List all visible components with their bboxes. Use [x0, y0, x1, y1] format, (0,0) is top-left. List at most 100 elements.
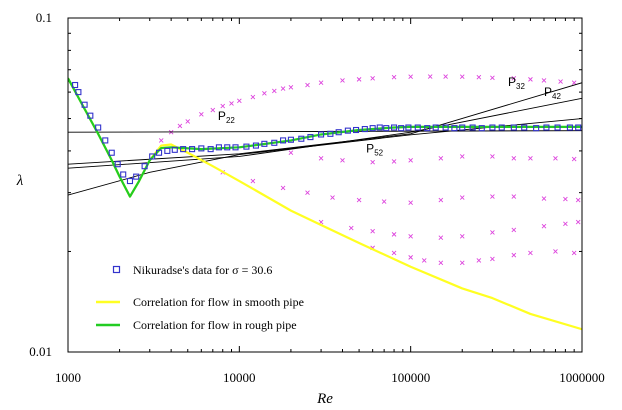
data-point-cross — [280, 185, 286, 191]
data-point-nikuradse — [224, 144, 231, 151]
data-point-nikuradse — [353, 126, 360, 134]
data-point-cross — [391, 159, 397, 164]
data-point-nikuradse — [369, 125, 376, 132]
data-point-nikuradse — [287, 136, 294, 143]
annotation-p32: P32 — [508, 75, 525, 91]
x-tick-label-10000: 10000 — [223, 370, 256, 385]
data-point-cross — [438, 156, 444, 161]
data-point-nikuradse — [335, 129, 342, 136]
data-point-nikuradse — [391, 124, 398, 131]
annotation-p22: P22 — [218, 109, 235, 125]
data-point-nikuradse — [478, 125, 485, 132]
data-point-cross — [528, 250, 533, 256]
data-point-cross — [370, 159, 375, 165]
data-point-cross — [490, 256, 495, 262]
data-point-nikuradse — [498, 124, 505, 131]
data-point-cross — [438, 260, 444, 266]
data-point-nikuradse — [327, 130, 334, 137]
data-point-cross — [541, 196, 547, 201]
y-tick-label-0.01: 0.01 — [29, 344, 52, 359]
data-point-cross — [305, 82, 310, 88]
data-point-nikuradse — [344, 127, 351, 134]
data-point-cross — [490, 154, 495, 159]
data-point-nikuradse — [543, 124, 550, 131]
data-point-nikuradse — [215, 144, 222, 151]
data-point-nikuradse — [566, 124, 573, 131]
data-point-cross — [490, 75, 495, 81]
data-point-cross — [408, 157, 413, 163]
data-point-nikuradse — [149, 153, 156, 160]
data-point-cross — [408, 255, 413, 260]
data-point-nikuradse — [414, 124, 421, 131]
data-point-cross — [199, 111, 204, 117]
data-point-nikuradse — [261, 140, 268, 147]
data-point-cross — [262, 90, 267, 96]
data-point-nikuradse — [120, 171, 127, 178]
data-point-cross — [391, 250, 397, 256]
data-point-nikuradse — [252, 142, 259, 149]
data-point-cross — [305, 190, 310, 195]
data-point-cross — [177, 123, 183, 129]
data-point-nikuradse — [280, 137, 287, 144]
data-point-nikuradse — [271, 139, 278, 146]
data-point-nikuradse — [126, 177, 134, 185]
data-point-nikuradse — [133, 173, 140, 180]
data-point-cross — [318, 80, 324, 86]
legend: Nikuradse's data for σ = 30.6 Correlatio… — [96, 263, 304, 332]
data-point-cross — [459, 74, 465, 80]
data-point-cross — [541, 78, 547, 83]
legend-label-rough: Correlation for flow in rough pipe — [133, 318, 297, 332]
data-point-cross — [541, 223, 547, 229]
data-point-cross — [408, 200, 413, 205]
data-point-nikuradse — [72, 81, 79, 89]
data-point-cross — [237, 98, 242, 104]
data-point-nikuradse — [432, 124, 439, 131]
data-point-cross — [459, 195, 465, 200]
data-point-cross — [288, 85, 294, 90]
data-point-cross — [571, 156, 577, 162]
data-point-nikuradse — [102, 137, 109, 144]
annotation-p52: P52 — [366, 142, 383, 158]
annotation-main: P — [508, 75, 516, 89]
data-point-nikuradse — [207, 146, 214, 153]
data-point-cross — [476, 74, 482, 80]
series-layer — [68, 74, 582, 331]
data-point-nikuradse — [298, 135, 305, 142]
data-point-cross — [370, 228, 375, 234]
data-point-cross — [381, 199, 387, 204]
data-point-cross — [330, 195, 335, 200]
data-point-cross — [391, 232, 397, 237]
data-point-cross — [280, 86, 286, 91]
data-point-nikuradse — [383, 125, 390, 132]
data-point-cross — [490, 230, 495, 235]
data-point-cross — [571, 80, 577, 86]
data-point-cross — [490, 194, 495, 199]
data-point-cross — [370, 75, 375, 81]
data-point-nikuradse — [510, 124, 517, 131]
data-point-cross — [250, 178, 256, 184]
data-point-cross — [558, 79, 563, 84]
x-axis-title: Re — [316, 391, 333, 407]
data-point-nikuradse — [361, 126, 368, 133]
data-point-cross — [158, 138, 164, 143]
data-point-nikuradse — [442, 124, 449, 131]
legend-label-nikuradse: Nikuradse's data for σ = 30.6 — [133, 263, 272, 277]
data-point-cross — [348, 225, 354, 231]
y-tick-label-0.1: 0.1 — [36, 10, 52, 25]
data-point-cross — [356, 77, 362, 82]
data-point-nikuradse — [171, 146, 178, 153]
data-point-nikuradse — [533, 125, 540, 132]
data-point-cross — [340, 157, 345, 163]
data-point-cross — [511, 227, 517, 233]
axis-layer — [67, 17, 583, 353]
data-point-cross — [210, 107, 216, 113]
data-point-cross — [563, 221, 568, 227]
y-axis-title: λ — [16, 173, 24, 189]
data-point-cross — [438, 235, 444, 240]
data-point-cross — [511, 252, 517, 258]
data-point-cross — [229, 101, 234, 106]
data-point-nikuradse — [180, 146, 187, 153]
series-line-correlation-for-flow-in-smooth-pipe — [68, 77, 582, 331]
